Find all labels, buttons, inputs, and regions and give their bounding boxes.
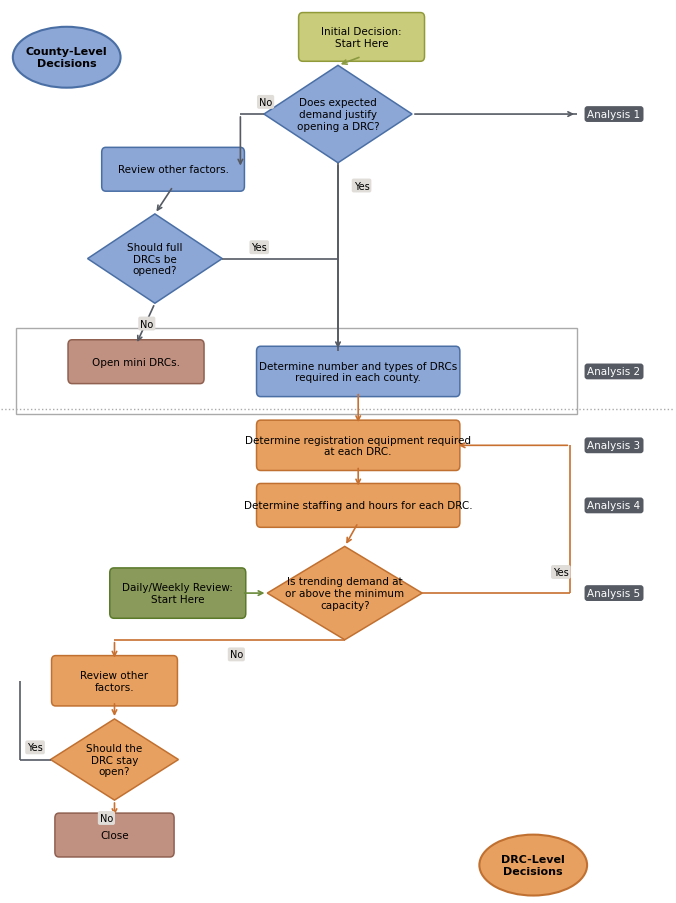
FancyBboxPatch shape [110, 568, 246, 619]
FancyBboxPatch shape [51, 656, 177, 706]
Text: Determine number and types of DRCs
required in each county.: Determine number and types of DRCs requi… [259, 361, 458, 383]
Text: Analysis 4: Analysis 4 [587, 501, 641, 511]
FancyBboxPatch shape [55, 814, 174, 857]
FancyBboxPatch shape [256, 421, 460, 471]
Text: Determine staffing and hours for each DRC.: Determine staffing and hours for each DR… [244, 501, 473, 511]
Text: Initial Decision:
Start Here: Initial Decision: Start Here [321, 27, 402, 49]
Text: Analysis 3: Analysis 3 [587, 441, 641, 451]
Text: Yes: Yes [251, 243, 267, 253]
Text: No: No [259, 98, 272, 107]
Text: Open mini DRCs.: Open mini DRCs. [92, 358, 180, 368]
Text: Review other
factors.: Review other factors. [80, 670, 149, 692]
Text: Yes: Yes [553, 567, 569, 577]
Text: No: No [100, 813, 113, 823]
Polygon shape [51, 719, 178, 800]
FancyBboxPatch shape [256, 484, 460, 527]
Text: Analysis 5: Analysis 5 [587, 589, 641, 599]
Text: Review other factors.: Review other factors. [118, 165, 228, 175]
Text: Determine registration equipment required
at each DRC.: Determine registration equipment require… [245, 435, 471, 457]
Text: No: No [140, 319, 153, 330]
Text: Should full
DRCs be
opened?: Should full DRCs be opened? [127, 243, 183, 276]
Polygon shape [88, 215, 222, 304]
FancyBboxPatch shape [299, 14, 425, 62]
Text: DRC-Level
Decisions: DRC-Level Decisions [502, 854, 565, 876]
Text: Analysis 1: Analysis 1 [587, 110, 641, 120]
Text: Analysis 2: Analysis 2 [587, 367, 641, 377]
Text: Close: Close [100, 830, 129, 840]
Text: Does expected
demand justify
opening a DRC?: Does expected demand justify opening a D… [297, 98, 379, 132]
Text: Should the
DRC stay
open?: Should the DRC stay open? [87, 743, 143, 777]
Text: Is trending demand at
or above the minimum
capacity?: Is trending demand at or above the minim… [285, 577, 404, 610]
Polygon shape [264, 66, 412, 163]
Ellipse shape [13, 28, 120, 88]
Ellipse shape [479, 834, 587, 896]
Polygon shape [267, 547, 422, 640]
Text: Yes: Yes [27, 742, 43, 752]
FancyBboxPatch shape [256, 347, 460, 397]
FancyBboxPatch shape [68, 340, 204, 384]
Text: Yes: Yes [354, 182, 370, 191]
Text: No: No [230, 649, 243, 660]
Text: County-Level
Decisions: County-Level Decisions [26, 47, 107, 69]
Text: Daily/Weekly Review:
Start Here: Daily/Weekly Review: Start Here [122, 582, 233, 604]
FancyBboxPatch shape [101, 148, 245, 192]
